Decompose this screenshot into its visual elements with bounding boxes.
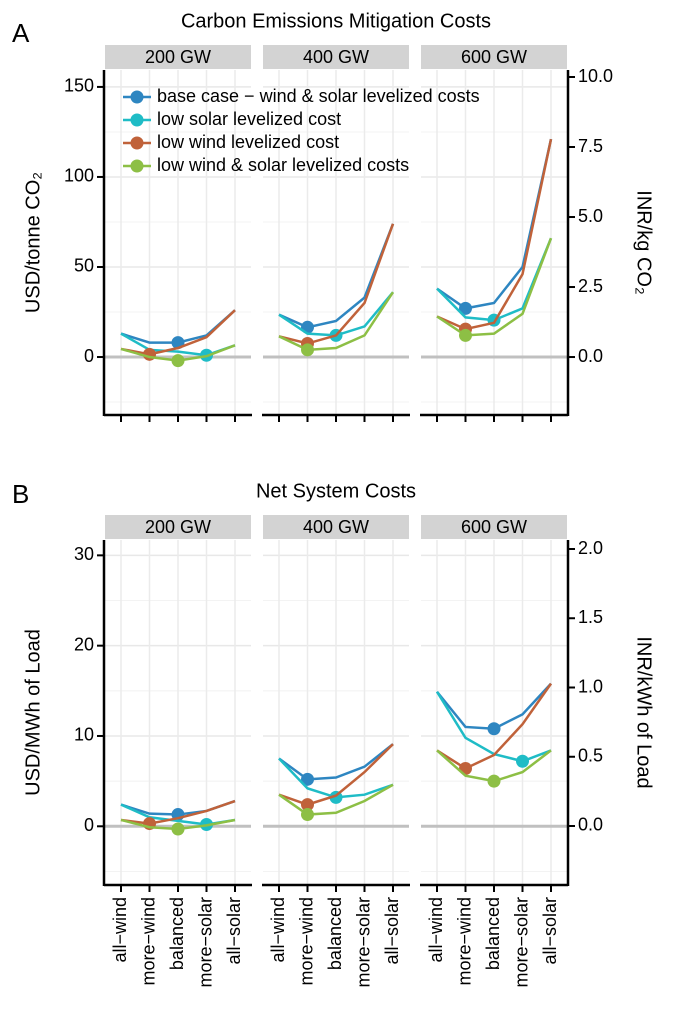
y-tick-label: 0 xyxy=(84,815,94,835)
facet-label: 400 GW xyxy=(303,47,369,67)
y-tick-label: 150 xyxy=(64,76,94,96)
y2-tick-label: 0.5 xyxy=(578,746,603,766)
y2-tick-label: 0.0 xyxy=(578,815,603,835)
series-marker xyxy=(516,754,529,768)
series-marker xyxy=(171,354,185,368)
facet-label: 200 GW xyxy=(145,517,211,537)
y2-tick-label: 1.0 xyxy=(578,676,603,696)
series-marker xyxy=(143,347,156,361)
panel-label: A xyxy=(12,18,30,48)
facet-label: 600 GW xyxy=(461,47,527,67)
facet-strip xyxy=(263,45,409,69)
series-line xyxy=(278,291,395,352)
facet-strip xyxy=(105,45,251,69)
legend-label: base case − wind & solar levelized costs xyxy=(157,86,480,106)
facet-strip xyxy=(421,515,567,539)
x-tick-label: more−wind xyxy=(296,897,316,986)
x-tick-label: balanced xyxy=(167,897,187,970)
facet-strip xyxy=(421,45,567,69)
chart-title: Net System Costs xyxy=(256,480,416,502)
x-tick-label: more−solar xyxy=(511,897,531,988)
y2-tick-label: 2.5 xyxy=(578,276,603,296)
y2-tick-label: 5.0 xyxy=(578,206,603,226)
series-marker xyxy=(459,328,472,342)
facet-strip xyxy=(263,515,409,539)
x-tick-label: balanced xyxy=(483,897,503,970)
x-tick-label: all−wind xyxy=(110,897,130,963)
y-tick-label: 10 xyxy=(74,725,94,745)
series-marker xyxy=(487,722,501,736)
series-line xyxy=(278,223,395,345)
series-marker xyxy=(301,772,314,786)
series-marker xyxy=(171,822,185,836)
y-axis-title: USD/tonne CO₂ xyxy=(22,172,44,313)
x-tick-label: more−wind xyxy=(138,897,158,986)
series-line xyxy=(436,237,553,337)
x-tick-label: all−solar xyxy=(382,897,402,965)
y2-tick-label: 1.5 xyxy=(578,607,603,627)
series-line xyxy=(436,682,553,770)
y2-tick-label: 10.0 xyxy=(578,66,613,86)
series-marker xyxy=(459,301,472,315)
y2-axis-title: INR/kg CO₂ xyxy=(633,190,655,294)
legend-marker xyxy=(130,90,144,104)
x-tick-label: all−solar xyxy=(540,897,560,965)
legend-label: low wind & solar levelized costs xyxy=(157,155,409,175)
y2-axis-title: INR/kWh of Load xyxy=(633,636,655,788)
series-line xyxy=(120,799,236,825)
facet-label: 400 GW xyxy=(303,517,369,537)
series-line xyxy=(278,743,394,806)
chart-title: Carbon Emissions Mitigation Costs xyxy=(181,10,491,32)
x-tick-label: more−solar xyxy=(353,897,373,988)
legend-label: low solar levelized cost xyxy=(157,109,341,129)
facet-strip xyxy=(105,515,251,539)
series-marker xyxy=(301,343,314,357)
legend-marker xyxy=(130,159,144,173)
y-tick-label: 20 xyxy=(74,634,94,654)
y-tick-label: 50 xyxy=(74,256,94,276)
x-tick-label: all−wind xyxy=(426,897,446,963)
x-tick-label: all−solar xyxy=(224,897,244,965)
legend-marker xyxy=(130,113,144,127)
series-line xyxy=(120,309,236,356)
facet-label: 200 GW xyxy=(145,47,211,67)
x-tick-label: all−wind xyxy=(268,897,288,963)
y-axis-title: USD/MWh of Load xyxy=(22,629,44,796)
facet-label: 600 GW xyxy=(461,517,527,537)
y2-tick-label: 2.0 xyxy=(578,538,603,558)
x-tick-label: balanced xyxy=(325,897,345,970)
series-marker xyxy=(487,774,501,788)
series-line xyxy=(278,783,394,816)
y-tick-label: 0 xyxy=(84,346,94,366)
y-tick-label: 100 xyxy=(64,166,94,186)
series-line xyxy=(278,743,394,781)
legend-marker xyxy=(130,136,144,150)
x-tick-label: more−solar xyxy=(195,897,215,988)
series-line xyxy=(436,138,553,331)
panel-label: B xyxy=(12,479,29,509)
y-tick-label: 30 xyxy=(74,544,94,564)
series-marker xyxy=(301,798,314,812)
legend-label: low wind levelized cost xyxy=(157,132,339,152)
y2-tick-label: 7.5 xyxy=(578,136,603,156)
series-marker xyxy=(301,808,314,822)
x-tick-label: more−wind xyxy=(454,897,474,986)
y2-tick-label: 0.0 xyxy=(578,346,603,366)
